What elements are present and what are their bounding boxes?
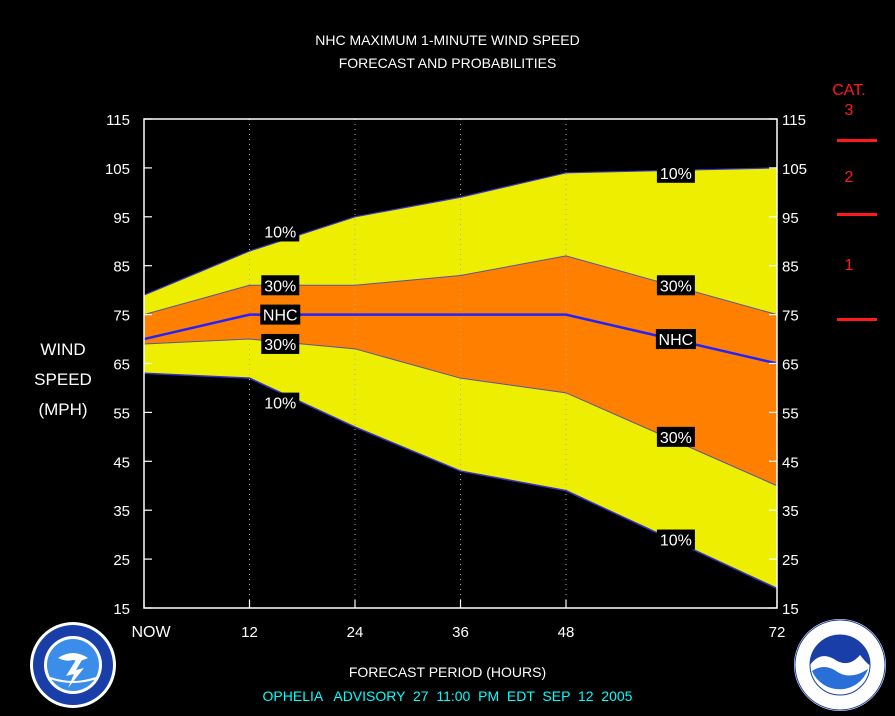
band-label-bg-5 — [656, 162, 695, 183]
y-tick-label-left-115: 115 — [106, 112, 130, 129]
y-tick-label-left-45: 45 — [113, 454, 130, 471]
category-label-2: 2 — [844, 169, 854, 186]
series-line-30-upper — [143, 255, 778, 316]
category-header: CAT. — [832, 82, 866, 99]
ylabel-line2: SPEED — [34, 370, 92, 389]
category-divider-3 — [837, 139, 877, 142]
y-tick-label-right-55: 55 — [782, 405, 799, 422]
ylabel-line3: (MPH) — [38, 400, 88, 419]
y-tick-label-left-55: 55 — [113, 405, 130, 422]
band-label-6: 30% — [660, 278, 692, 295]
band-label-bg-2 — [260, 304, 301, 325]
y-tick-label-right-65: 65 — [782, 357, 799, 374]
category-label-3: 3 — [844, 102, 854, 119]
y-tick-label-left-85: 85 — [113, 259, 130, 276]
band-label-2: NHC — [263, 308, 298, 325]
y-tick-label-right-45: 45 — [782, 454, 799, 471]
chart-title-line2: FORECAST AND PROBABILITIES — [338, 55, 557, 71]
band-label-bg-8 — [656, 426, 695, 447]
band-label-bg-0 — [261, 221, 300, 242]
noaa-logo — [794, 619, 886, 711]
y-tick-label-left-95: 95 — [113, 210, 130, 227]
y-tick-label-right-35: 35 — [782, 503, 799, 520]
series-line-30-lower — [143, 338, 778, 487]
y-tick-label-right-85: 85 — [782, 259, 799, 276]
series-line-10-upper — [143, 167, 778, 296]
y-tick-label-right-75: 75 — [782, 308, 799, 325]
x-tick-label-24: 24 — [347, 624, 364, 641]
y-tick-label-left-15: 15 — [113, 601, 130, 618]
ylabel-line1: WIND — [40, 340, 86, 359]
y-tick-label-right-115: 115 — [782, 112, 806, 129]
y-tick-label-left-35: 35 — [113, 503, 130, 520]
x-tick-label-12: 12 — [241, 624, 258, 641]
category-label-1: 1 — [844, 257, 854, 274]
y-tick-label-left-105: 105 — [105, 161, 130, 178]
y-tick-label-left-25: 25 — [113, 552, 130, 569]
band-label-bg-9 — [656, 529, 695, 550]
category-divider-2 — [837, 213, 877, 216]
y-tick-label-right-25: 25 — [782, 552, 799, 569]
x-tick-label-72: 72 — [769, 624, 786, 641]
advisory-info: OPHELIA ADVISORY 27 11:00 PM EDT SEP 12 … — [262, 688, 633, 704]
band-label-4: 10% — [264, 396, 296, 413]
band-label-9: 10% — [660, 533, 692, 550]
nws-logo — [30, 622, 116, 708]
x-tick-label-0: NOW — [131, 624, 171, 641]
y-tick-label-left-65: 65 — [113, 357, 130, 374]
y-tick-label-right-95: 95 — [782, 210, 799, 227]
category-divider-1 — [837, 318, 877, 321]
band-label-8: 30% — [660, 430, 692, 447]
chart-title-line1: NHC MAXIMUM 1-MINUTE WIND SPEED — [315, 32, 580, 48]
band-label-bg-3 — [261, 333, 300, 354]
band-label-1: 30% — [264, 278, 296, 295]
x-tick-label-36: 36 — [452, 624, 469, 641]
series-line-10-lower — [143, 372, 778, 590]
x-tick-label-48: 48 — [558, 624, 575, 641]
band-label-0: 10% — [264, 224, 296, 241]
band-label-7: NHC — [659, 332, 694, 349]
band-label-bg-7 — [655, 329, 696, 350]
x-axis-label: FORECAST PERIOD (HOURS) — [348, 664, 547, 680]
band-label-5: 10% — [660, 166, 692, 183]
band-label-bg-6 — [656, 275, 695, 296]
y-tick-label-right-105: 105 — [782, 161, 807, 178]
y-tick-label-right-15: 15 — [782, 601, 799, 618]
band-label-bg-4 — [261, 392, 300, 413]
y-tick-label-left-75: 75 — [113, 308, 130, 325]
band-label-bg-1 — [261, 275, 300, 296]
series-line-nhc — [143, 313, 778, 365]
band-label-3: 30% — [264, 337, 296, 354]
